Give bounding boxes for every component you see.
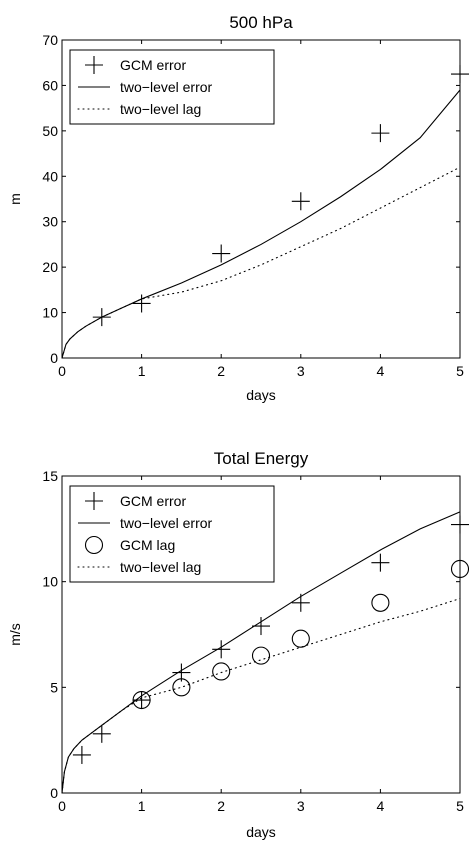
chart-1-series-3 bbox=[61, 166, 461, 359]
chart-2-legend-item-4-label: two−level lag bbox=[120, 559, 201, 575]
chart-2-series-3-point bbox=[172, 678, 191, 697]
chart-2-series-3-point bbox=[212, 662, 231, 681]
chart-1-ytick-label: 50 bbox=[42, 123, 58, 139]
chart-1-series-2 bbox=[61, 89, 461, 359]
chart-2-legend-item-3-symbol bbox=[84, 535, 104, 555]
chart-1-series-3-line bbox=[61, 166, 461, 359]
chart-2-series-4 bbox=[61, 598, 461, 794]
chart-1-xtick-label: 5 bbox=[456, 363, 464, 379]
chart-1-legend-item-3-label: two−level lag bbox=[120, 101, 201, 117]
chart-1-xtick-label: 1 bbox=[138, 363, 146, 379]
chart-2-legend-item-3-label: GCM lag bbox=[120, 537, 175, 553]
chart-1-ytick-label: 70 bbox=[42, 32, 58, 48]
chart-2-legend: GCM error two−level error GCM lag two−level… bbox=[69, 485, 275, 583]
chart-1-xtick-label: 2 bbox=[217, 363, 225, 379]
chart-1-legend-item-2-label: two−level error bbox=[120, 79, 213, 95]
chart-1-ytick-label: 40 bbox=[42, 168, 58, 184]
chart-1-ytick-label: 30 bbox=[42, 214, 58, 230]
chart-1-xtick-label: 0 bbox=[58, 363, 66, 379]
chart-2-xlabel: days bbox=[246, 824, 276, 840]
chart-1-legend: GCM error two−level error two−level lag bbox=[69, 49, 275, 125]
chart-2-series-2-line bbox=[61, 511, 461, 794]
chart-2-series-4-line bbox=[61, 598, 461, 794]
chart-1-legend-item-1-label: GCM error bbox=[120, 57, 186, 73]
chart-1-ytick-label: 20 bbox=[42, 259, 58, 275]
chart-2-axes-box bbox=[61, 475, 461, 794]
chart-2-ytick-label: 15 bbox=[42, 468, 58, 484]
chart-1-ylabel: m bbox=[7, 193, 23, 205]
chart-2-ytick-label: 0 bbox=[50, 785, 58, 801]
chart-2-xtick-label: 3 bbox=[297, 798, 305, 814]
chart-2-ytick-label: 10 bbox=[42, 574, 58, 590]
chart-2-title: Total Energy bbox=[214, 449, 309, 468]
chart-2-series-2 bbox=[61, 511, 461, 794]
chart-1-xlabel: days bbox=[246, 387, 276, 403]
chart-1-xtick-label: 3 bbox=[297, 363, 305, 379]
chart-2-series-3-point bbox=[291, 629, 310, 648]
chart-2-xtick-label: 1 bbox=[138, 798, 146, 814]
chart-2-legend-item-2-label: two−level error bbox=[120, 515, 213, 531]
chart-2-ylabel: m/s bbox=[7, 623, 23, 646]
chart-1-ytick-label: 60 bbox=[42, 77, 58, 93]
chart-2-xtick-label: 0 bbox=[58, 798, 66, 814]
chart-2-series-3-point bbox=[132, 690, 151, 710]
chart-1-series-2-line bbox=[61, 89, 461, 359]
chart-1-title: 500 hPa bbox=[229, 13, 293, 32]
chart-2-xtick-label: 2 bbox=[217, 798, 225, 814]
chart-1-ytick-label: 10 bbox=[42, 305, 58, 321]
chart-1-ytick-label: 0 bbox=[50, 350, 58, 366]
chart-2-series-3-point bbox=[251, 646, 271, 665]
chart-2-xtick-label: 4 bbox=[377, 798, 385, 814]
chart-1-axes-box bbox=[61, 39, 461, 359]
chart-2-xtick-label: 5 bbox=[456, 798, 464, 814]
chart-2-series-3-point bbox=[371, 593, 390, 612]
chart-2-legend-item-1-label: GCM error bbox=[120, 493, 186, 509]
chart-1-xtick-label: 4 bbox=[377, 363, 385, 379]
chart-1-series-1 bbox=[92, 65, 469, 327]
chart-2-ytick-label: 5 bbox=[50, 679, 58, 695]
chart-2: Total Energy 0 1 2 3 4 5 0 5 10 15 days m/s GCM error… bbox=[7, 449, 469, 840]
chart-2-legend-box bbox=[69, 485, 275, 583]
